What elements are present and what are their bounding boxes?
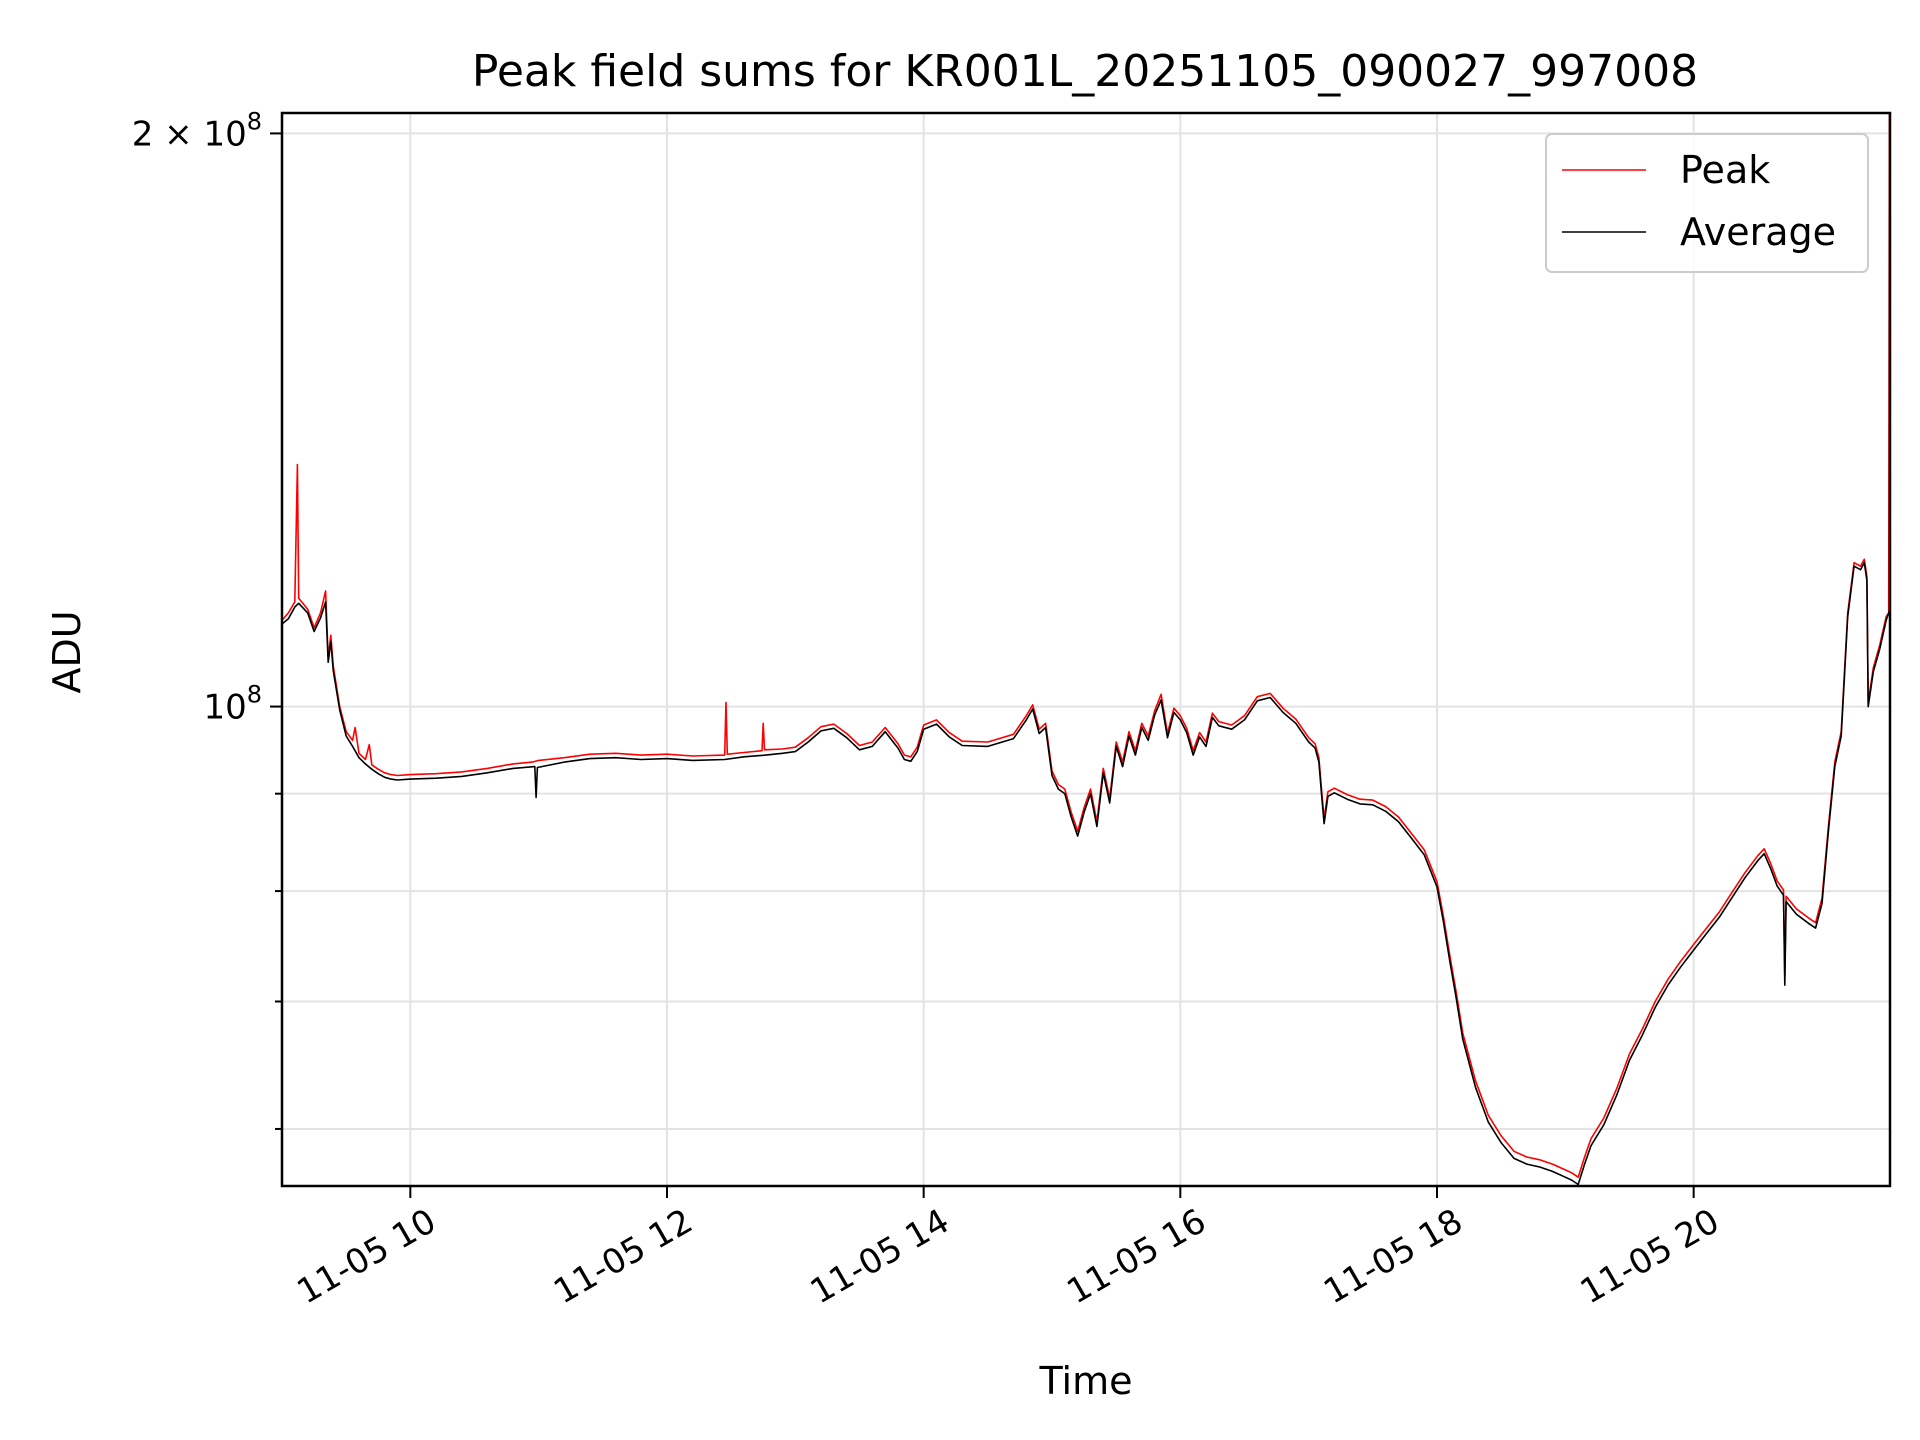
x-axis-label: Time [1039,1359,1133,1403]
y-axis-label: ADU [45,610,89,693]
x-tick-label: 11-05 16 [1060,1201,1212,1312]
y-tick-label: 2 × 108 [132,107,262,154]
legend: Peak Average [1545,133,1869,273]
x-tick-label: 11-05 12 [547,1201,699,1312]
y-tick-label: 108 [203,681,262,728]
x-tick-label: 11-05 20 [1574,1201,1726,1312]
legend-label-average: Average [1680,210,1836,254]
grid [282,113,1890,1186]
x-tick-label: 11-05 18 [1317,1201,1469,1312]
x-tick-label: 11-05 10 [290,1201,442,1312]
legend-box [1545,133,1869,273]
series-line-average [282,561,1890,1186]
series-line-peak [282,113,1890,1178]
chart-title: Peak field sums for KR001L_20251105_0900… [472,46,1698,97]
plot-series [282,113,1890,1186]
x-tick-label: 11-05 14 [804,1201,956,1312]
axis-ticks: 11-05 10 11-05 12 11-05 14 11-05 16 11-05 18… [132,107,1726,1312]
plot-frame [280,111,1892,1188]
legend-label-peak: Peak [1680,148,1770,192]
